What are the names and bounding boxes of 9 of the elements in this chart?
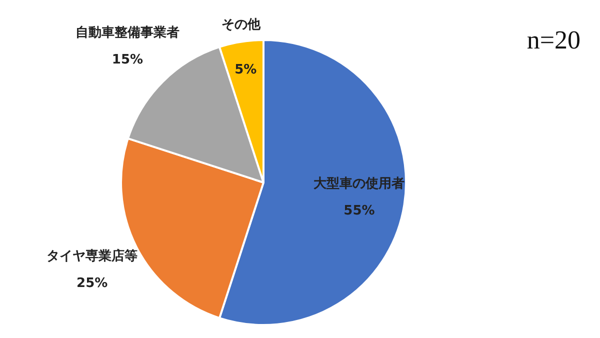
slice-label: タイヤ専業店等: [46, 248, 138, 264]
slice-label: その他: [222, 18, 262, 32]
text: n=20: [526, 26, 581, 54]
slice-label: 大型車の使用者: [314, 176, 405, 192]
data-label: 25%: [76, 276, 108, 291]
slice-label: 自動車整備事業者: [75, 25, 180, 40]
data-label: 15%: [112, 52, 144, 68]
data-label: 55%: [344, 204, 375, 219]
data-label: 5%: [234, 62, 257, 78]
